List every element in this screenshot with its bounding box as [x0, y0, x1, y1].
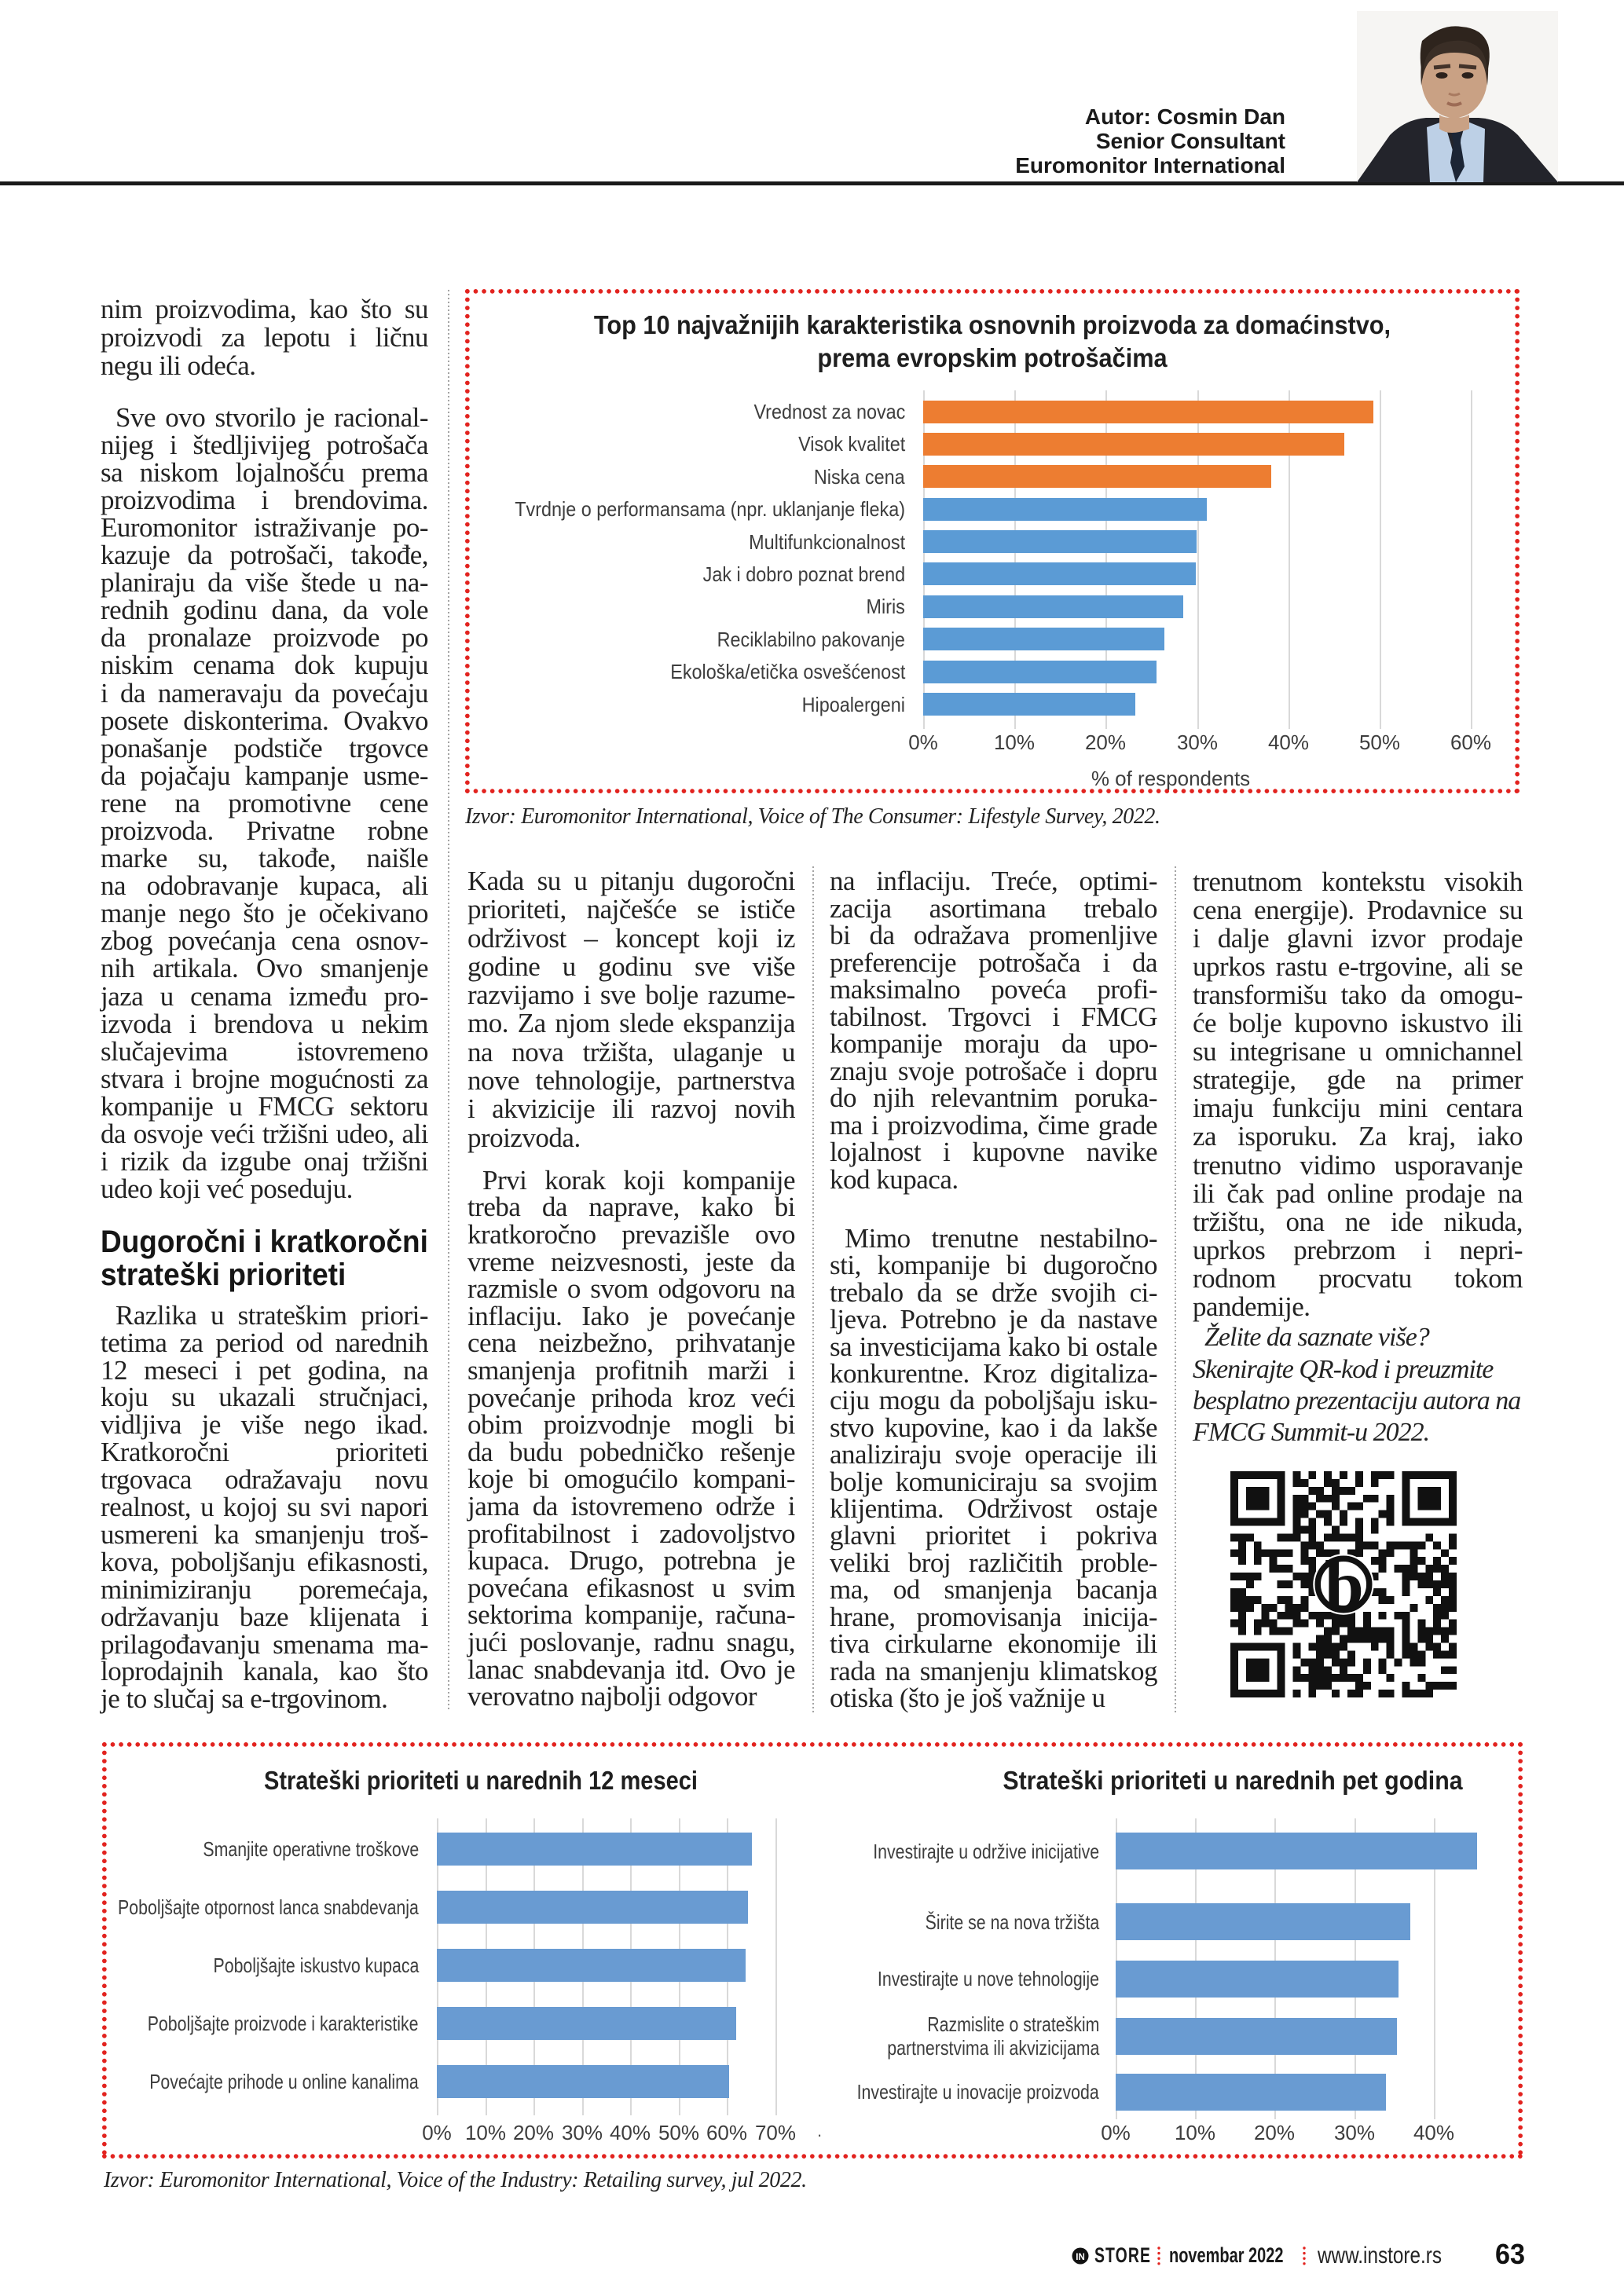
svg-text:b: b — [1325, 1547, 1364, 1624]
svg-text:IN: IN — [1076, 2253, 1085, 2262]
